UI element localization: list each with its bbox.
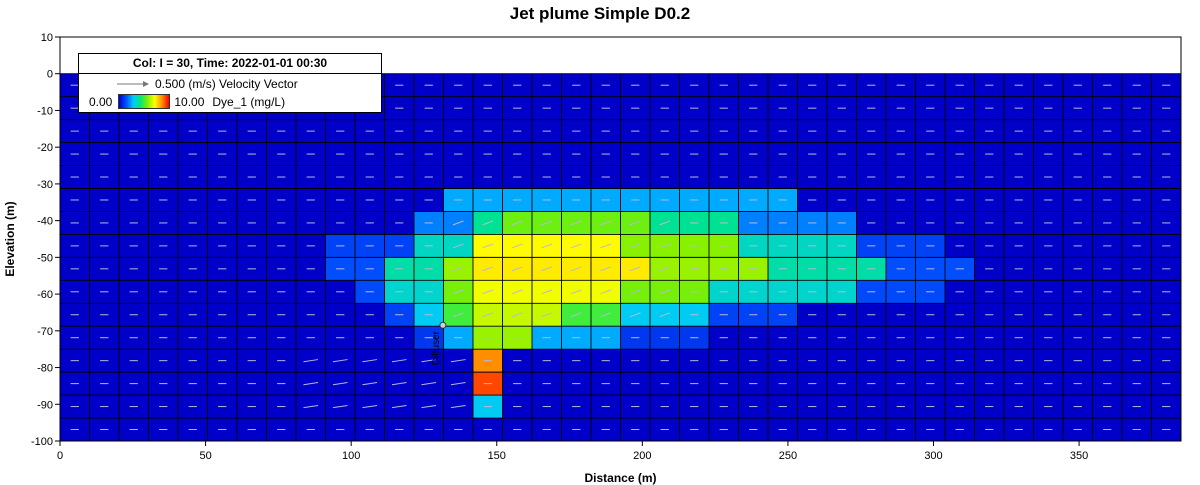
velocity-vector — [541, 220, 553, 226]
velocity-vector — [629, 266, 641, 272]
velocity-vector — [570, 243, 582, 249]
y-tick-label: -50 — [37, 252, 53, 264]
y-axis-title: Elevation (m) — [3, 201, 17, 276]
y-tick-label: 10 — [41, 32, 53, 44]
y-tick-label: 0 — [47, 69, 53, 81]
x-tick-label: 100 — [342, 450, 360, 462]
velocity-vector — [391, 382, 407, 386]
velocity-vector — [452, 220, 464, 226]
velocity-vector — [332, 359, 348, 363]
velocity-vector — [541, 243, 553, 249]
velocity-vector — [452, 312, 464, 318]
velocity-vector — [659, 312, 671, 318]
x-tick-label: 300 — [924, 450, 942, 462]
velocity-vector — [421, 404, 437, 409]
velocity-vector — [570, 266, 582, 272]
velocity-vector — [570, 289, 582, 295]
velocity-vector — [629, 289, 641, 295]
velocity-vector — [629, 312, 641, 318]
velocity-vector — [600, 266, 612, 272]
velocity-vector — [629, 220, 641, 226]
velocity-vector — [541, 312, 553, 318]
legend-scale-label: Dye_1 (mg/L) — [212, 94, 286, 109]
legend-divider — [79, 73, 381, 74]
velocity-vector — [600, 289, 612, 295]
chart-title: Jet plume Simple D0.2 — [509, 4, 691, 23]
velocity-vector — [482, 243, 494, 249]
legend-vector-label: 0.500 (m/s) Velocity Vector — [155, 77, 298, 91]
velocity-vector — [362, 382, 378, 386]
y-tick-label: -90 — [37, 399, 53, 411]
velocity-vector — [511, 266, 523, 272]
velocity-vector — [391, 404, 407, 409]
velocity-vector — [659, 266, 671, 272]
velocity-vector — [511, 220, 523, 226]
legend-scale-row: 0.00 10.00 Dye_1 (mg/L) — [89, 94, 285, 109]
colorbar — [118, 94, 171, 109]
velocity-vector — [541, 266, 553, 272]
y-tick-label: -30 — [37, 179, 53, 191]
velocity-vector — [332, 404, 348, 409]
velocity-vector — [511, 243, 523, 249]
x-tick-label: 250 — [779, 450, 797, 462]
legend-header: Col: I = 30, Time: 2022-01-01 00:30 — [132, 56, 328, 70]
y-tick-label: -70 — [37, 326, 53, 338]
velocity-vector — [450, 404, 466, 409]
velocity-vector — [570, 312, 582, 318]
velocity-vector — [600, 243, 612, 249]
velocity-vector — [659, 289, 671, 295]
x-tick-label: 200 — [633, 450, 651, 462]
x-tick-label: 0 — [57, 450, 63, 462]
velocity-vector — [452, 266, 464, 272]
velocity-vector — [629, 243, 641, 249]
y-tick-label: -20 — [37, 142, 53, 154]
velocity-vector — [600, 312, 612, 318]
velocity-vector — [362, 359, 378, 363]
velocity-vector — [421, 359, 437, 363]
velocity-vector — [303, 359, 319, 363]
y-tick-label: -60 — [37, 289, 53, 301]
legend-box: Col: I = 30, Time: 2022-01-01 00:30 0.50… — [78, 53, 382, 113]
arrow-icon — [117, 81, 149, 87]
velocity-vector — [452, 243, 464, 249]
x-tick-label: 150 — [488, 450, 506, 462]
velocity-vector — [482, 266, 494, 272]
plot-frame — [59, 36, 1182, 442]
velocity-vector — [659, 220, 671, 226]
velocity-vector — [452, 289, 464, 295]
diffuser-label: Diffuser — [431, 330, 442, 365]
velocity-vector — [450, 382, 466, 386]
velocity-vector — [570, 220, 582, 226]
legend-scale-max: 10.00 — [174, 94, 205, 109]
y-tick-label: -80 — [37, 363, 53, 375]
velocity-vector — [659, 243, 671, 249]
velocity-vector — [541, 289, 553, 295]
velocity-vector — [362, 404, 378, 409]
x-tick-label: 350 — [1070, 450, 1088, 462]
velocity-vector — [482, 312, 494, 318]
y-tick-label: -10 — [37, 105, 53, 117]
velocity-vector — [511, 289, 523, 295]
diffuser-marker — [439, 321, 447, 329]
legend-scale-min: 0.00 — [89, 94, 113, 109]
velocity-vector — [600, 220, 612, 226]
velocity-vector — [332, 382, 348, 386]
velocity-vector — [303, 382, 319, 386]
velocity-vector — [482, 289, 494, 295]
y-tick-label: -40 — [37, 216, 53, 228]
x-axis-title: Distance (m) — [584, 471, 656, 485]
legend-velocity-row: 0.500 (m/s) Velocity Vector — [89, 77, 298, 91]
velocity-vector — [482, 220, 494, 226]
velocity-vector — [391, 359, 407, 363]
x-tick-label: 50 — [199, 450, 211, 462]
velocity-vector — [511, 312, 523, 318]
y-tick-label: -100 — [31, 436, 53, 448]
velocity-vector — [450, 359, 466, 363]
velocity-vector — [303, 404, 319, 409]
velocity-vector — [421, 382, 437, 386]
